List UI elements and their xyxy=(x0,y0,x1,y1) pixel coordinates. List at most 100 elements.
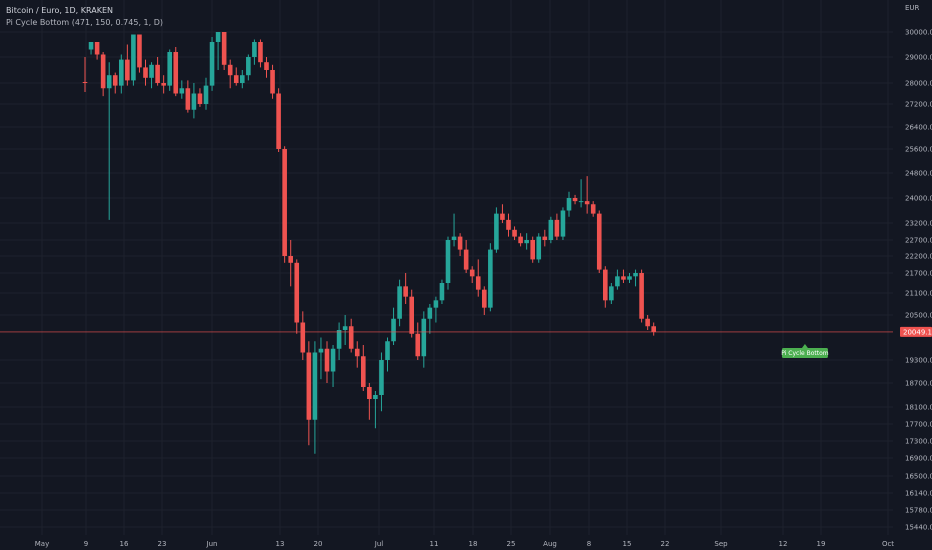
candle xyxy=(155,57,160,86)
candle-body xyxy=(554,219,560,237)
candle xyxy=(548,216,554,244)
candle xyxy=(348,318,354,353)
candle xyxy=(264,57,269,78)
candle-body xyxy=(354,348,360,357)
candle xyxy=(131,34,136,86)
candle-body xyxy=(227,64,233,76)
candle xyxy=(590,201,596,217)
candle-body xyxy=(330,348,336,372)
candle-body xyxy=(590,204,596,214)
candle-body xyxy=(82,82,88,83)
candle-body xyxy=(300,322,306,353)
candle-body xyxy=(457,236,463,250)
candle-body xyxy=(233,75,239,83)
candle-body xyxy=(494,213,499,250)
candle-body xyxy=(512,229,517,237)
candle-body xyxy=(409,296,414,334)
candle xyxy=(427,304,433,334)
time-tick-label: Aug xyxy=(543,540,557,548)
candle xyxy=(639,269,644,323)
candle xyxy=(167,49,172,91)
candle xyxy=(609,283,614,304)
time-tick-label: 16 xyxy=(120,540,129,548)
candle xyxy=(615,269,620,290)
time-tick-label: Sep xyxy=(714,540,728,548)
symbol-title[interactable]: Bitcoin / Euro, 1D, KRAKEN xyxy=(6,6,114,15)
candle xyxy=(221,32,227,70)
candle xyxy=(240,70,245,89)
candle-body xyxy=(482,289,487,308)
candle-body xyxy=(197,93,203,104)
price-tick-label: 22700.0 xyxy=(905,237,932,245)
candle-body xyxy=(294,262,300,323)
candle xyxy=(336,322,342,360)
candle xyxy=(651,322,656,336)
price-tick-label: 25600.0 xyxy=(905,146,932,154)
candle-body xyxy=(603,269,608,301)
time-tick-label: 13 xyxy=(276,540,285,548)
candle xyxy=(106,62,112,220)
indicator-title[interactable]: Pi Cycle Bottom (471, 150, 0.745, 1, D) xyxy=(6,18,163,27)
candle xyxy=(125,44,130,86)
candle xyxy=(457,233,463,256)
price-tick-label: 29000.0 xyxy=(905,54,932,62)
price-tick-label: 30000.0 xyxy=(905,29,932,37)
price-tick-label: 24000.0 xyxy=(905,195,932,203)
candle xyxy=(385,337,390,372)
candle xyxy=(603,266,608,308)
time-tick-label: 15 xyxy=(623,540,632,548)
time-tick-label: 11 xyxy=(430,540,439,548)
time-tick-label: Jul xyxy=(374,540,384,548)
candle-body xyxy=(500,213,505,220)
price-tick-label: 15780.0 xyxy=(905,507,932,515)
candle xyxy=(578,179,584,208)
price-tick-label: 28000.0 xyxy=(905,80,932,88)
candle xyxy=(373,391,378,429)
candle-body xyxy=(397,286,402,319)
candle-body xyxy=(560,210,566,237)
time-tick-label: May xyxy=(35,540,49,548)
signal-arrow xyxy=(801,344,808,348)
candle xyxy=(294,259,300,334)
candle-body xyxy=(548,219,554,240)
candle-body xyxy=(221,32,227,65)
candle xyxy=(318,337,324,380)
candle-body xyxy=(149,64,154,78)
candle-body xyxy=(282,149,287,256)
candle xyxy=(94,42,100,60)
candle xyxy=(379,352,384,412)
candle-body xyxy=(439,283,445,301)
price-tick-label: 16900.0 xyxy=(905,455,932,463)
price-tick-label: 21100.0 xyxy=(905,290,932,298)
candle xyxy=(137,34,142,73)
candle xyxy=(354,341,360,368)
candle-body xyxy=(609,286,614,301)
time-axis[interactable]: May 9 16 23 Jun 13 20 Jul 11 18 25 Aug 8 15 22 Sep 12 19 O… xyxy=(35,540,895,548)
candle xyxy=(324,341,330,383)
candle-body xyxy=(131,34,136,81)
price-tick-label: 15440.0 xyxy=(905,524,932,532)
candle-body xyxy=(161,83,166,86)
candle xyxy=(397,279,402,327)
currency-label: EUR xyxy=(905,4,920,12)
candle-body xyxy=(215,32,221,42)
candle-body xyxy=(633,273,638,277)
candle-body xyxy=(191,93,197,110)
price-tick-label: 16140.0 xyxy=(905,490,932,498)
candle-body xyxy=(276,93,281,149)
candle xyxy=(627,273,632,283)
candle xyxy=(300,311,306,360)
candle-body xyxy=(106,75,112,89)
candle xyxy=(209,37,215,91)
price-axis[interactable]: EUR 30000.0 29000.0 28000.0 27200.0 26400.0 2… xyxy=(905,4,932,532)
candle xyxy=(246,54,251,81)
last-price-tag: 20049.1 xyxy=(900,326,932,337)
candle xyxy=(179,80,185,99)
candle-body xyxy=(167,52,172,86)
candle-body xyxy=(518,236,523,244)
candle-body xyxy=(312,352,318,420)
candle xyxy=(149,62,154,89)
candle-body xyxy=(252,42,257,57)
time-tick-label: Oct xyxy=(882,540,894,548)
